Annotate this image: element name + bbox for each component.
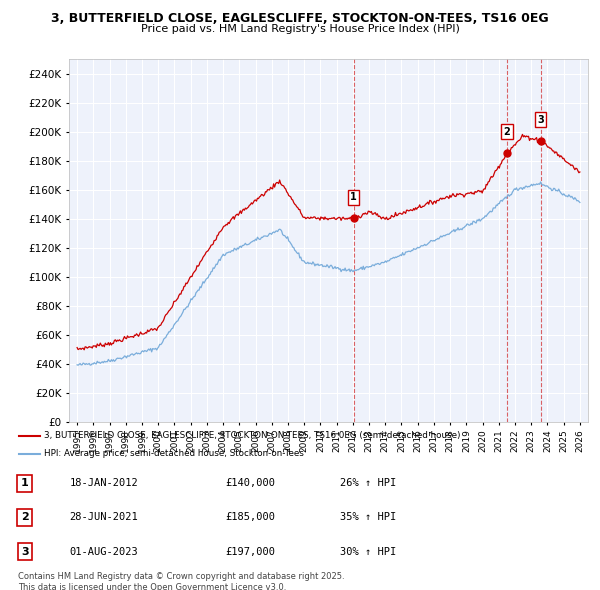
Text: 2: 2: [21, 513, 29, 522]
Text: 2: 2: [503, 127, 510, 137]
Text: 30% ↑ HPI: 30% ↑ HPI: [340, 547, 397, 556]
Text: £197,000: £197,000: [225, 547, 275, 556]
Text: 26% ↑ HPI: 26% ↑ HPI: [340, 478, 397, 488]
Text: Price paid vs. HM Land Registry's House Price Index (HPI): Price paid vs. HM Land Registry's House …: [140, 25, 460, 34]
Text: 3: 3: [537, 114, 544, 124]
Text: 28-JUN-2021: 28-JUN-2021: [70, 513, 139, 522]
Text: 3, BUTTERFIELD CLOSE, EAGLESCLIFFE, STOCKTON-ON-TEES, TS16 0EG (semi-detached ho: 3, BUTTERFIELD CLOSE, EAGLESCLIFFE, STOC…: [44, 431, 460, 440]
Text: Contains HM Land Registry data © Crown copyright and database right 2025.
This d: Contains HM Land Registry data © Crown c…: [18, 572, 344, 590]
Text: £185,000: £185,000: [225, 513, 275, 522]
Text: 01-AUG-2023: 01-AUG-2023: [70, 547, 139, 556]
Text: 3, BUTTERFIELD CLOSE, EAGLESCLIFFE, STOCKTON-ON-TEES, TS16 0EG: 3, BUTTERFIELD CLOSE, EAGLESCLIFFE, STOC…: [51, 12, 549, 25]
Text: £140,000: £140,000: [225, 478, 275, 488]
Text: HPI: Average price, semi-detached house, Stockton-on-Tees: HPI: Average price, semi-detached house,…: [44, 450, 304, 458]
Text: 1: 1: [350, 192, 357, 202]
Text: 35% ↑ HPI: 35% ↑ HPI: [340, 513, 397, 522]
Text: 3: 3: [21, 547, 28, 556]
Text: 18-JAN-2012: 18-JAN-2012: [70, 478, 139, 488]
Text: 1: 1: [21, 478, 29, 488]
